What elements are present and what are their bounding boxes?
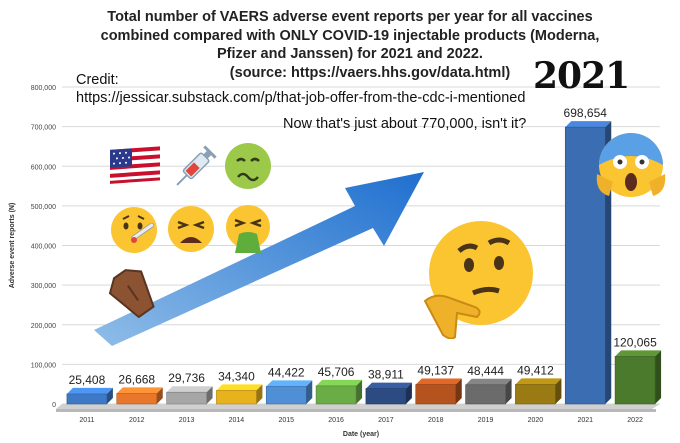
x-tick-label: 2022 bbox=[627, 417, 643, 424]
year-stamp: 2021 bbox=[533, 55, 630, 97]
x-tick-label: 2015 bbox=[278, 417, 294, 424]
bar bbox=[614, 356, 656, 405]
bar-top bbox=[166, 386, 213, 393]
bar-value-label: 25,408 bbox=[69, 373, 106, 387]
bar-value-label: 49,412 bbox=[517, 363, 554, 377]
trend-arrow-shape bbox=[94, 172, 424, 346]
tired-face-icon bbox=[168, 206, 214, 252]
bar-side bbox=[306, 380, 313, 404]
bar bbox=[265, 386, 307, 405]
bar bbox=[415, 384, 457, 405]
bar bbox=[515, 384, 556, 405]
x-tick-label: 2019 bbox=[478, 417, 494, 424]
bar bbox=[564, 126, 606, 405]
syringe-icon bbox=[176, 145, 217, 186]
thinking-face-icon bbox=[423, 221, 533, 339]
nauseated-face-icon bbox=[225, 143, 271, 189]
x-tick-label: 2011 bbox=[79, 417, 94, 424]
y-tick-label: 0 bbox=[52, 402, 56, 409]
x-tick-label: 2012 bbox=[129, 417, 145, 424]
screaming-face-icon bbox=[596, 133, 666, 197]
bar-side bbox=[655, 350, 662, 404]
coffin-icon bbox=[108, 269, 155, 319]
bar-value-label: 44,422 bbox=[268, 365, 305, 379]
bar-top bbox=[465, 378, 512, 385]
bar-value-label: 38,911 bbox=[368, 368, 404, 382]
chart-title: Total number of VAERS adverse event repo… bbox=[70, 8, 630, 82]
bar-side bbox=[405, 382, 412, 404]
title-line: (source: https://vaers.hhs.gov/data.html… bbox=[229, 64, 511, 81]
y-axis-title: Adverse event reports (N) bbox=[9, 203, 16, 289]
bar-top bbox=[615, 350, 662, 357]
bar-top bbox=[316, 379, 363, 386]
bar-value-label: 29,736 bbox=[168, 371, 205, 385]
bar-value-label: 45,706 bbox=[318, 365, 355, 379]
x-tick-label: 2016 bbox=[328, 417, 344, 424]
x-axis-title: Date (year) bbox=[343, 431, 379, 438]
y-tick-label: 200,000 bbox=[31, 323, 56, 330]
x-tick-label: 2013 bbox=[179, 417, 195, 424]
axes: 0 100,000 200,000 300,000 400,000 500,000 600,… bbox=[9, 85, 657, 438]
us-flag-icon bbox=[110, 146, 160, 184]
bar-value-label: 48,444 bbox=[467, 364, 504, 378]
bar-value-label: 26,668 bbox=[118, 372, 155, 386]
credit-block: Credit: https://jessicar.substack.com/p/… bbox=[76, 71, 525, 107]
chart-floor bbox=[56, 404, 660, 412]
bar-side bbox=[455, 378, 462, 404]
bar-side bbox=[555, 378, 562, 404]
bar-value-label: 120,065 bbox=[613, 335, 657, 349]
bar bbox=[465, 384, 506, 405]
bar-top bbox=[515, 378, 562, 385]
y-tick-label: 500,000 bbox=[31, 204, 56, 211]
bar bbox=[365, 388, 407, 405]
bar-top bbox=[66, 387, 113, 394]
x-tick-label: 2021 bbox=[577, 417, 593, 424]
bar-side bbox=[206, 386, 213, 404]
title-line: Pfizer and Janssen) for 2021 and 2022. bbox=[217, 46, 483, 62]
annotation-quip: Now that's just about 770,000, isn't it? bbox=[283, 116, 527, 132]
bar-top bbox=[365, 382, 412, 389]
title-line: combined compared with ONLY COVID-19 inj… bbox=[100, 27, 600, 44]
vomiting-face-icon bbox=[226, 205, 270, 253]
x-tick-label: 2017 bbox=[378, 417, 394, 424]
sick-thermometer-face-icon bbox=[111, 207, 157, 253]
bar bbox=[166, 391, 207, 405]
credit-url: https://jessicar.substack.com/p/that-job… bbox=[76, 90, 526, 106]
x-tick-label: 2020 bbox=[528, 417, 544, 424]
bar-top bbox=[415, 378, 462, 385]
y-tick-label: 700,000 bbox=[31, 125, 56, 132]
y-tick-label: 600,000 bbox=[31, 164, 56, 171]
floor-top bbox=[56, 404, 660, 409]
y-tick-label: 300,000 bbox=[31, 283, 56, 290]
bar bbox=[66, 393, 108, 405]
y-tick-label: 100,000 bbox=[31, 362, 56, 369]
bar-side bbox=[156, 387, 163, 404]
trend-arrow bbox=[94, 172, 424, 346]
floor-edge bbox=[56, 409, 656, 412]
bar-top bbox=[216, 384, 263, 391]
x-tick-label: 2018 bbox=[428, 417, 444, 424]
y-tick-label: 800,000 bbox=[31, 85, 56, 92]
credit-label: Credit: bbox=[76, 72, 119, 88]
bar bbox=[216, 390, 257, 405]
bar bbox=[315, 385, 357, 405]
bar-side bbox=[356, 379, 363, 404]
bar-value-label: 34,340 bbox=[218, 369, 255, 383]
bar-side bbox=[256, 384, 263, 404]
title-line: Total number of VAERS adverse event repo… bbox=[107, 9, 593, 25]
bar-top bbox=[116, 387, 163, 394]
y-tick-label: 400,000 bbox=[31, 244, 56, 251]
bar-value-label: 49,137 bbox=[417, 364, 454, 378]
bar-value-label: 698,654 bbox=[564, 106, 608, 120]
bar-side bbox=[505, 378, 512, 404]
x-tick-label: 2014 bbox=[229, 417, 245, 424]
bar bbox=[116, 393, 158, 405]
bar-side bbox=[106, 387, 113, 404]
bar-top bbox=[565, 121, 612, 128]
bar-top bbox=[266, 380, 313, 387]
